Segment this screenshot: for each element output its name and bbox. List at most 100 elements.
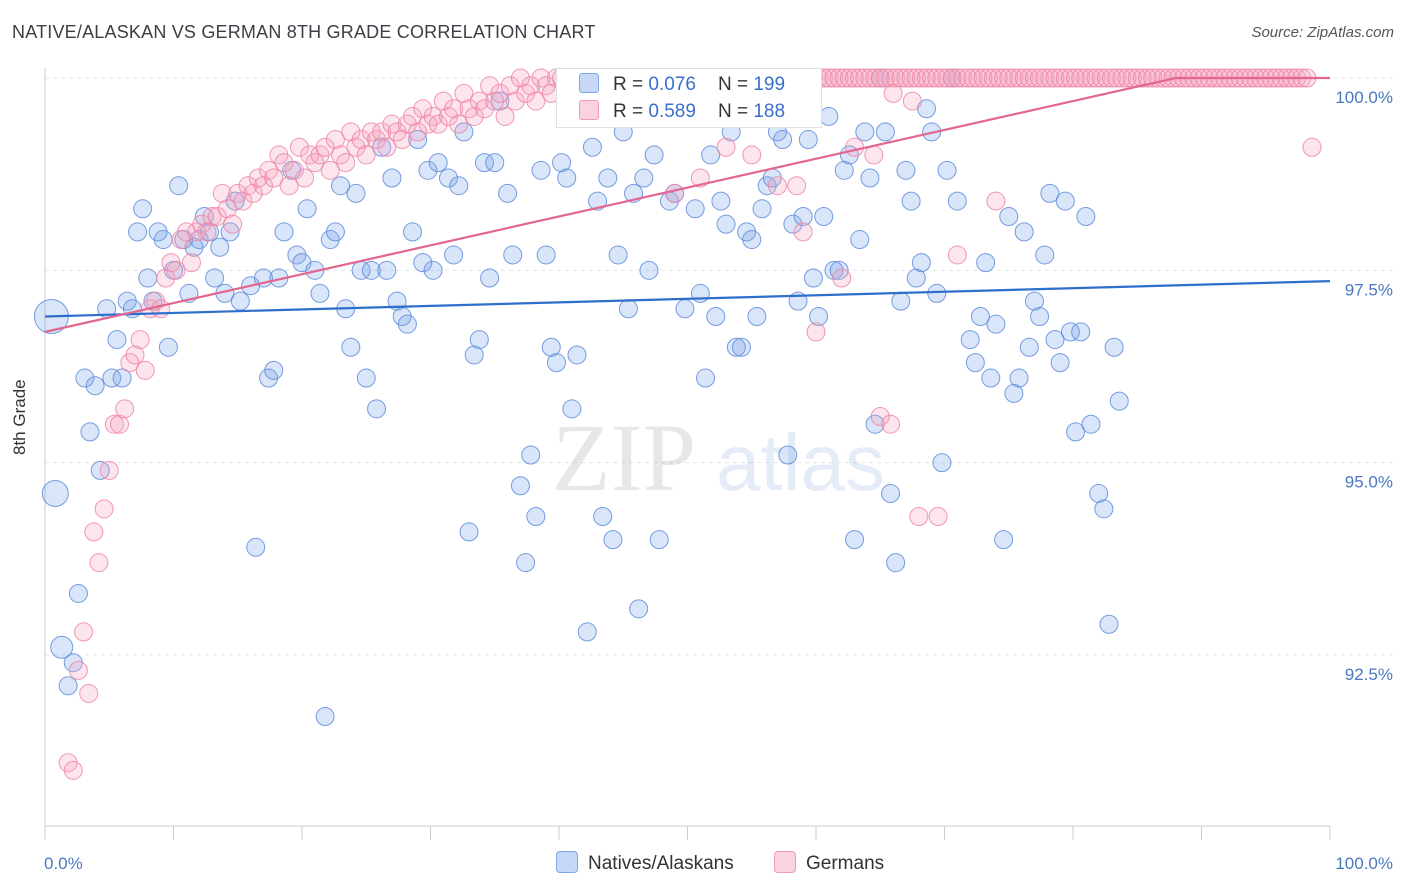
data-point [783,214,803,234]
data-point [428,114,448,134]
data-point [138,268,158,288]
x-tick-label: 0.0% [44,854,83,873]
data-point [503,245,523,265]
data-point [297,199,317,219]
y-tick-label: 95.0% [1345,473,1393,492]
data-point [1014,68,1034,88]
data-point [639,260,659,280]
data-point [968,68,988,88]
data-point [909,507,929,527]
r-value-natives: 0.076 [648,74,696,95]
data-point [1091,68,1111,88]
data-point [1117,68,1137,88]
data-point [94,499,114,519]
data-point [1045,330,1065,350]
data-point [413,253,433,273]
data-point [981,368,1001,388]
data-point [315,707,335,727]
data-point [1132,68,1152,88]
data-point [806,322,826,342]
data-point [1009,368,1029,388]
data-point [158,337,178,357]
data-point [994,68,1014,88]
data-point [798,130,818,150]
data-point [937,68,957,88]
legend-item-natives[interactable]: Natives/Alaskans [556,851,734,875]
data-point [1050,353,1070,373]
y-tick-labels: 100.0% 97.5% 95.0% 92.5% [1335,88,1393,684]
data-point [510,68,530,88]
data-point [505,91,525,111]
data-point [315,137,335,157]
legend-label-natives: Natives/Alaskans [588,853,734,874]
legend-item-germans[interactable]: Germans [774,851,884,875]
data-point [102,368,122,388]
data-point [79,683,99,703]
data-point [965,353,985,373]
data-point [444,245,464,265]
data-point [1030,306,1050,326]
data-point [220,222,240,242]
data-point [911,253,931,273]
data-point [428,153,448,173]
y-tick-label: 97.5% [1345,280,1393,299]
data-point [928,507,948,527]
data-point [1040,183,1060,203]
data-point [994,530,1014,550]
data-point [459,522,479,542]
data-point [495,106,515,126]
data-point [372,122,392,142]
data-point [166,260,186,280]
data-point [947,68,967,88]
data-point [1060,322,1080,342]
data-point [202,206,222,226]
data-point [325,130,345,150]
data-point [176,222,196,242]
data-point [767,176,787,196]
data-point [230,291,250,311]
data-point [356,368,376,388]
data-point [695,368,715,388]
data-point [485,153,505,173]
data-point [243,183,263,203]
data-point [706,306,726,326]
data-point [464,345,484,365]
data-point [207,206,227,226]
data-point [875,68,895,88]
data-point [675,299,695,319]
data-point [115,399,135,419]
data-point [284,160,304,180]
data-point [839,68,859,88]
data-point [864,145,884,165]
series-natives-points [33,68,1129,727]
data-point [644,145,664,165]
data-point [135,360,155,380]
data-point [803,268,823,288]
watermark: ZIP atlas [552,404,885,511]
data-point [1076,206,1096,226]
data-point [829,68,849,88]
data-point [279,176,299,196]
data-point [1066,422,1086,442]
data-point [531,160,551,180]
data-point [845,137,865,157]
data-point [690,168,710,188]
data-point [618,299,638,319]
grid-lines [45,77,1395,656]
data-point [1099,614,1119,634]
data-point [983,68,1003,88]
data-point [747,306,767,326]
data-point [952,68,972,88]
data-point [685,199,705,219]
data-point [932,68,952,88]
data-point [444,99,464,119]
data-point [870,407,890,427]
data-point [557,168,577,188]
data-point [361,260,381,280]
data-point [552,153,572,173]
data-point [1024,68,1044,88]
data-point [107,330,127,350]
data-point [336,153,356,173]
data-point [911,68,931,88]
